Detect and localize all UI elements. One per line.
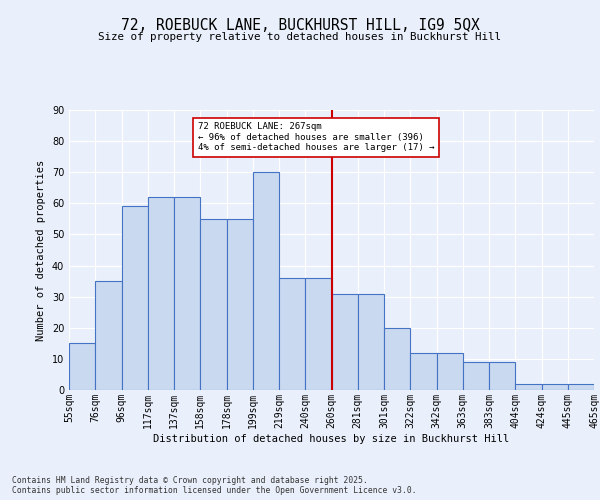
Bar (489, 362, 515, 390)
Bar (174, 197, 200, 390)
Bar (437, 352, 463, 390)
Bar (200, 219, 227, 390)
Bar (121, 206, 148, 390)
Text: Contains HM Land Registry data © Crown copyright and database right 2025.
Contai: Contains HM Land Registry data © Crown c… (12, 476, 416, 495)
Text: Size of property relative to detached houses in Buckhurst Hill: Size of property relative to detached ho… (98, 32, 502, 42)
Y-axis label: Number of detached properties: Number of detached properties (36, 160, 46, 340)
Text: 72, ROEBUCK LANE, BUCKHURST HILL, IG9 5QX: 72, ROEBUCK LANE, BUCKHURST HILL, IG9 5Q… (121, 18, 479, 32)
Bar (227, 219, 253, 390)
Bar (253, 172, 279, 390)
Bar (95, 281, 121, 390)
Bar (410, 352, 437, 390)
Bar (331, 294, 358, 390)
Bar (358, 294, 384, 390)
X-axis label: Distribution of detached houses by size in Buckhurst Hill: Distribution of detached houses by size … (154, 434, 509, 444)
Bar (384, 328, 410, 390)
Bar (463, 362, 489, 390)
Bar (148, 197, 174, 390)
Bar (542, 384, 568, 390)
Bar (279, 278, 305, 390)
Bar (69, 344, 95, 390)
Bar (515, 384, 542, 390)
Text: 72 ROEBUCK LANE: 267sqm
← 96% of detached houses are smaller (396)
4% of semi-de: 72 ROEBUCK LANE: 267sqm ← 96% of detache… (197, 122, 434, 152)
Bar (568, 384, 594, 390)
Bar (305, 278, 331, 390)
